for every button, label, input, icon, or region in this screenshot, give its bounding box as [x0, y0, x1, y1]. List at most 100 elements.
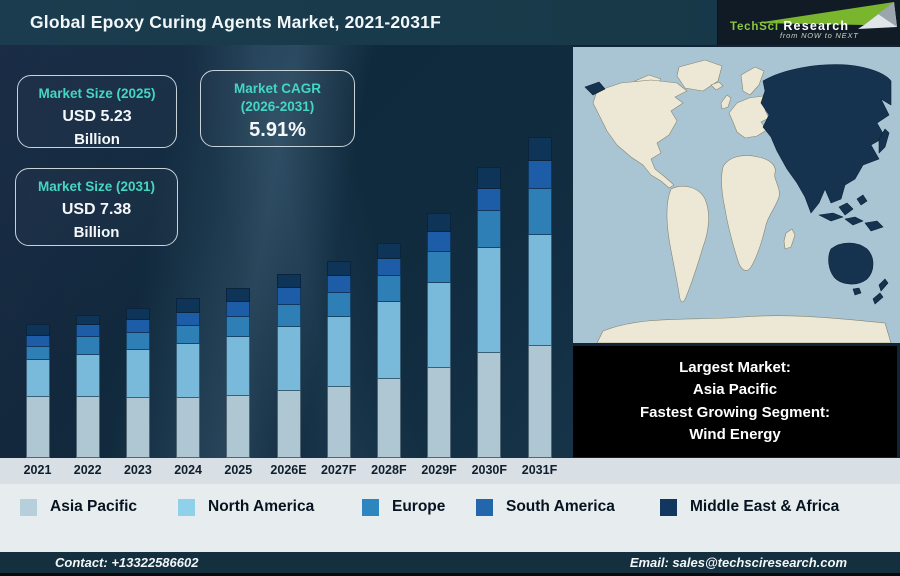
- techsci-logo: TechSci Research from NOW to NEXT: [717, 0, 900, 45]
- bar-segment-europe: [176, 326, 201, 344]
- bar-segment-north-america: [75, 355, 100, 397]
- stat-value: 5.91%: [249, 119, 306, 142]
- bar-segment-europe: [125, 333, 150, 350]
- bar-segment-asia-pacific: [226, 396, 251, 458]
- legend-swatch-asia-pacific: [20, 498, 37, 516]
- bar-2022: [75, 315, 100, 458]
- logo-brand-secondary: Research: [783, 19, 850, 33]
- bar-segment-south-america: [125, 320, 150, 333]
- info-box: Largest Market: Asia Pacific Fastest Gro…: [573, 346, 897, 457]
- bar-segment-south-america: [376, 259, 401, 276]
- bar-segment-south-america: [477, 189, 502, 211]
- legend-item-middle-east-africa: Middle East & Africa: [660, 498, 839, 516]
- header: Global Epoxy Curing Agents Market, 2021-…: [0, 0, 900, 45]
- bar-segment-south-america: [25, 336, 50, 347]
- map-uk: [720, 94, 732, 110]
- page-title: Global Epoxy Curing Agents Market, 2021-…: [30, 12, 441, 32]
- map-australia: [828, 242, 874, 285]
- legend-swatch-south-america: [476, 498, 493, 516]
- legend-label-south-america: South America: [506, 498, 615, 515]
- bar-segment-europe: [276, 305, 301, 327]
- info-line-largest-market-label: Largest Market:: [679, 358, 791, 376]
- bar-segment-south-america: [527, 161, 552, 189]
- bar-segment-south-america: [276, 288, 301, 305]
- x-axis-label-2027f: 2027F: [320, 463, 357, 477]
- map-new-zealand-north: [878, 278, 889, 292]
- stat-label: Market CAGR (2026-2031): [201, 80, 354, 115]
- bar-segment-asia-pacific: [125, 398, 150, 458]
- bar-segment-asia-pacific: [527, 346, 552, 458]
- stat-value: USD 7.38: [61, 200, 132, 218]
- bar-2030f: [477, 167, 502, 458]
- map-north-america: [592, 79, 688, 189]
- map-antarctica: [596, 315, 892, 343]
- x-axis-label-2024: 2024: [174, 463, 202, 477]
- stat-label: Market Size (2025): [38, 86, 156, 101]
- footer-email: Email: sales@techsciresearch.com: [629, 555, 847, 570]
- map-africa: [721, 155, 780, 271]
- bar-segment-middle-east-africa: [477, 167, 502, 189]
- stat-label-line1: Market CAGR: [233, 81, 322, 96]
- bar-segment-south-america: [326, 276, 351, 293]
- bar-segment-middle-east-africa: [125, 308, 150, 320]
- bar-segment-europe: [75, 337, 100, 355]
- bar-segment-middle-east-africa: [176, 298, 201, 313]
- bar-segment-north-america: [25, 360, 50, 397]
- map-greenland: [676, 59, 723, 92]
- bar-segment-europe: [427, 252, 452, 283]
- legend-swatch-middle-east-africa: [660, 498, 677, 516]
- stat-value: USD 5.23: [62, 107, 132, 125]
- bar-segment-middle-east-africa: [427, 213, 452, 232]
- bar-segment-south-america: [427, 232, 452, 252]
- world-map: [573, 45, 900, 343]
- bar-segment-asia-pacific: [477, 353, 502, 458]
- x-axis-label-2028f: 2028F: [371, 463, 407, 477]
- bar-2031f: [527, 137, 552, 458]
- bar-segment-europe: [25, 347, 50, 360]
- x-axis-label-2031f: 2031F: [521, 463, 558, 477]
- map-south-america: [666, 186, 709, 303]
- bar-2024: [176, 298, 201, 458]
- legend-label-north-america: North America: [208, 498, 315, 515]
- legend-label-europe: Europe: [392, 498, 446, 515]
- bar-segment-middle-east-africa: [527, 137, 552, 161]
- bar-segment-asia-pacific: [376, 379, 401, 458]
- stat-label-line2: (2026-2031): [240, 98, 315, 114]
- x-axis-labels: 2021 2022 2023 2024 2025 2026E 2027F 2028F 2029F…: [0, 458, 900, 484]
- bar-segment-middle-east-africa: [276, 274, 301, 288]
- logo-brand-primary: TechSci: [730, 21, 779, 33]
- chart-panel: Market Size (2025) USD 5.23 Billion Mark…: [0, 45, 573, 458]
- bar-2029f: [427, 213, 452, 458]
- bar-segment-europe: [527, 189, 552, 235]
- bar-segment-europe: [326, 293, 351, 317]
- bar-segment-north-america: [527, 235, 552, 346]
- map-scandinavia: [740, 66, 765, 96]
- bar-segment-south-america: [75, 325, 100, 337]
- stat-box-market-cagr: Market CAGR (2026-2031) 5.91%: [200, 70, 355, 147]
- bar-segment-asia-pacific: [427, 368, 452, 458]
- bar-segment-north-america: [477, 248, 502, 353]
- legend-item-asia-pacific: Asia Pacific: [20, 498, 137, 516]
- map-tasmania: [852, 287, 862, 296]
- bar-segment-europe: [226, 317, 251, 337]
- x-axis-label-2026e: 2026E: [270, 463, 307, 477]
- bar-segment-south-america: [226, 302, 251, 317]
- map-europe: [728, 95, 772, 139]
- bar-2027f: [326, 261, 351, 458]
- bar-segment-north-america: [226, 337, 251, 396]
- bar-2028f: [376, 243, 401, 458]
- legend-swatch-europe: [362, 498, 379, 516]
- bar-segment-europe: [376, 276, 401, 302]
- main-content: Market Size (2025) USD 5.23 Billion Mark…: [0, 45, 900, 458]
- bar-segment-middle-east-africa: [376, 243, 401, 259]
- stacked-bar-chart: [0, 45, 573, 458]
- world-map-image: [573, 47, 900, 343]
- info-line-fastest-segment-value: Wind Energy: [689, 426, 781, 443]
- logo-tagline: from NOW to NEXT: [780, 31, 859, 40]
- x-axis-label-2022: 2022: [73, 463, 102, 477]
- map-new-zealand-south: [872, 292, 884, 305]
- x-axis-label-2023: 2023: [123, 463, 152, 477]
- map-asia: [760, 64, 892, 214]
- map-sumatra: [818, 212, 844, 222]
- legend-label-middle-east-africa: Middle East & Africa: [690, 498, 840, 515]
